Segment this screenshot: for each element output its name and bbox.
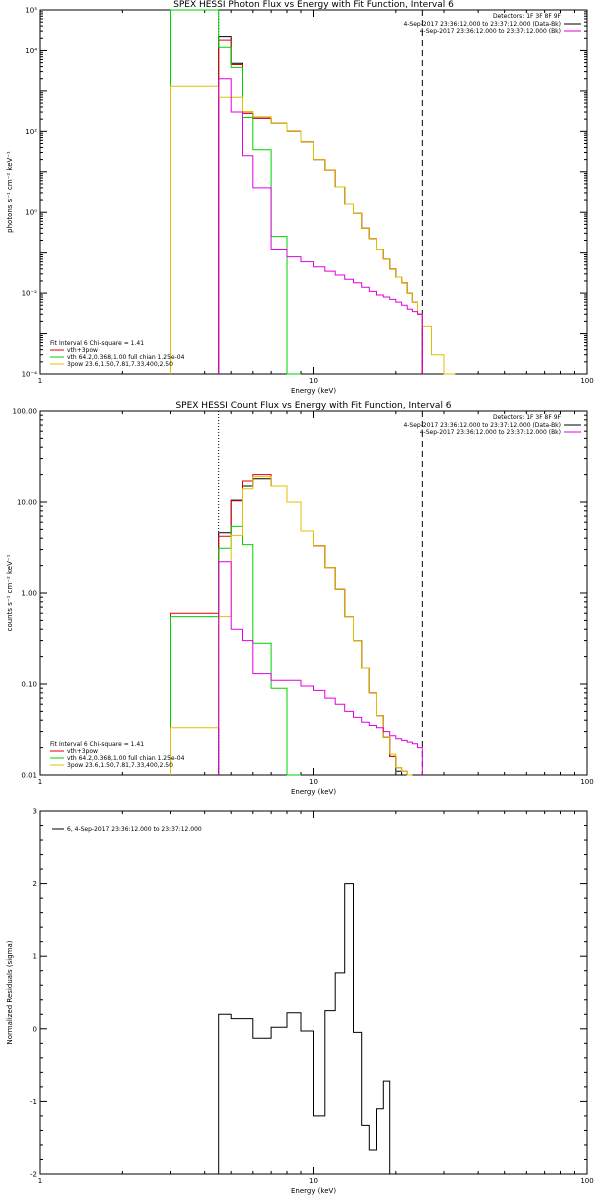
panel-2-x-tick-label: 1 xyxy=(38,778,42,786)
panel-2-fit-legend-entry: 3pow 23.6,1.50,7.81,7.33,400,2.50 xyxy=(67,762,173,769)
panel-1-legend-entry: 4-Sep-2017 23:36:12.000 to 23:37:12.000 … xyxy=(403,21,561,28)
panel-1-y-tick-label: 10⁰ xyxy=(25,209,37,217)
panel-2-x-tick-label: 10 xyxy=(309,778,318,786)
panel-2-fit-legend-entry: vth+3pow xyxy=(67,748,98,755)
panel-2-series-4 xyxy=(170,476,413,776)
panel-3-y-tick-label: 3 xyxy=(33,808,37,816)
panel-1-x-axis-label: Energy (keV) xyxy=(291,387,336,395)
panel-3-frame xyxy=(39,810,588,1175)
panel-2-x-tick-label: 100 xyxy=(580,778,593,786)
panel-1-x-tick-label: 10 xyxy=(309,377,318,385)
panel-1-y-tick-label: 10⁴ xyxy=(25,47,37,55)
panel-3-y-tick-label: 2 xyxy=(33,880,37,888)
panel-2-series-3 xyxy=(170,525,301,776)
panel-2-y-tick-label: 1.00 xyxy=(21,590,37,598)
panel-2-legend-header: Detectors: 1F 3F 8F 9F xyxy=(493,414,562,421)
panel-1-y-tick-label: 10⁵ xyxy=(25,7,37,15)
panel-1-series-4 xyxy=(170,85,456,375)
panel-1-y-axis-label: photons s⁻¹ cm⁻² keV⁻¹ xyxy=(6,151,14,233)
panel-3-y-tick-label: -2 xyxy=(30,1171,37,1179)
panel-1-fit-legend-entry: vth+3pow xyxy=(67,347,98,354)
panel-2-title: SPEX HESSI Count Flux vs Energy with Fit… xyxy=(175,401,451,411)
panel-2-legend-entry: 4-Sep-2017 23:36:12.000 to 23:37:12.000 … xyxy=(420,429,561,436)
panel-3-legend-entry: 6, 4-Sep-2017 23:36:12.000 to 23:37:12.0… xyxy=(67,826,202,833)
panel-1-series-2 xyxy=(218,39,423,374)
panel-3-y-tick-label: -1 xyxy=(30,1098,37,1106)
panel-1-fit-legend-entry: vth 64.2,0.368,1.00 full chian 1.25e-04 xyxy=(67,354,185,361)
panel-2-fit-legend-entry: vth 64.2,0.368,1.00 full chian 1.25e-04 xyxy=(67,755,185,762)
panel-3-x-tick-label: 10 xyxy=(309,1177,318,1185)
panel-2-series-2 xyxy=(170,474,408,775)
panel-3-y-tick-label: 0 xyxy=(33,1025,37,1033)
panel-3-y-tick-label: 1 xyxy=(33,953,37,961)
panel-2-legend-entry: 4-Sep-2017 23:36:12.000 to 23:37:12.000 … xyxy=(403,422,561,429)
panel-2-y-axis-label: counts s⁻¹ cm⁻² keV⁻¹ xyxy=(6,554,14,631)
panel-1-x-tick-label: 100 xyxy=(580,377,593,385)
panel-2-series-5 xyxy=(218,561,423,775)
panel-1-y-tick-label: 10⁻² xyxy=(22,290,38,298)
panel-1-fit-legend-entry: 3pow 23.6,1.50,7.81,7.33,400,2.50 xyxy=(67,361,173,368)
panel-3-x-axis-label: Energy (keV) xyxy=(291,1187,336,1195)
panel-1-x-tick-label: 1 xyxy=(38,377,42,385)
panel-2-y-tick-label: 10.00 xyxy=(17,499,37,507)
panel-1-title: SPEX HESSI Photon Flux vs Energy with Fi… xyxy=(173,0,454,10)
panel-1-legend-header: Detectors: 1F 3F 8F 9F xyxy=(493,13,562,20)
panel-1-series-1 xyxy=(218,36,423,374)
panel-2-frame xyxy=(39,410,588,776)
panel-1-y-tick-label: 10⁻⁴ xyxy=(22,371,38,379)
panel-3-series-1 xyxy=(218,883,391,1174)
panel-2-y-tick-label: 0.01 xyxy=(21,772,37,780)
panel-1-frame xyxy=(39,9,588,375)
panel-2-fit-legend-header: Fit Interval 6 Chi-square = 1.41 xyxy=(50,741,144,748)
panel-2-x-axis-label: Energy (keV) xyxy=(291,788,336,796)
panel-3-x-tick-label: 1 xyxy=(38,1177,42,1185)
panel-1-fit-legend-header: Fit Interval 6 Chi-square = 1.41 xyxy=(50,340,144,347)
panel-3-x-tick-label: 100 xyxy=(580,1177,593,1185)
panel-2-series-1 xyxy=(218,478,408,776)
panel-1-legend-entry: 4-Sep-2017 23:36:12.000 to 23:37:12.000 … xyxy=(420,28,561,35)
panel-3-y-axis-label: Normalized Residuals (sigma) xyxy=(6,940,14,1044)
panel-2-y-tick-label: 100.00 xyxy=(13,408,38,416)
panel-1-series-5 xyxy=(218,78,423,374)
panel-2-y-tick-label: 0.10 xyxy=(21,681,37,689)
panel-1-y-tick-label: 10² xyxy=(25,128,37,136)
